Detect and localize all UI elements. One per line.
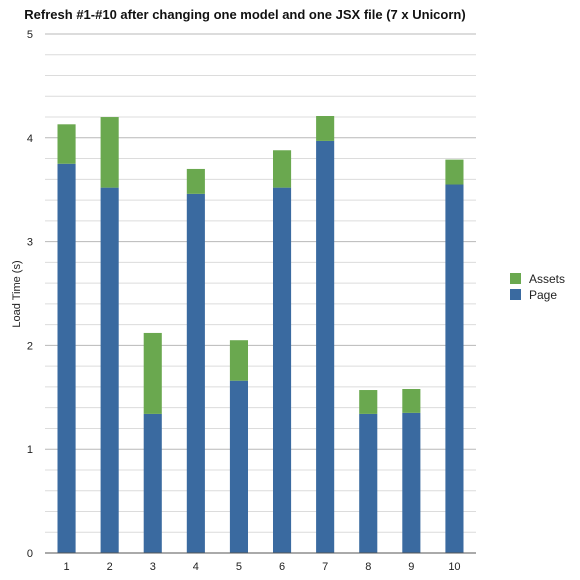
bar-page-3 — [143, 413, 162, 553]
x-tick-label: 1 — [63, 561, 69, 573]
bar-assets-3 — [143, 332, 162, 414]
bar-page-7 — [316, 140, 335, 553]
y-axis-label: Load Time (s) — [11, 260, 23, 327]
bar-assets-7 — [316, 116, 335, 141]
bars — [57, 116, 464, 554]
bar-page-4 — [186, 193, 205, 554]
axes: 0 1 2 3 4 5 1 2 3 4 5 6 7 8 9 10 — [27, 29, 476, 573]
bar-assets-1 — [57, 124, 76, 164]
x-tick-label: 5 — [236, 561, 242, 573]
y-tick-label: 0 — [27, 548, 33, 560]
bar-page-9 — [402, 412, 421, 553]
x-tick-label: 3 — [150, 561, 156, 573]
bar-assets-5 — [229, 340, 249, 381]
x-tick-label: 2 — [107, 561, 113, 573]
legend-label-page: Page — [529, 288, 557, 302]
x-tick-label: 6 — [279, 561, 285, 573]
x-tick-label: 8 — [365, 561, 371, 573]
legend-label-assets: Assets — [529, 272, 565, 286]
legend-swatch-assets — [510, 273, 521, 284]
x-tick-label: 10 — [448, 561, 460, 573]
bar-page-1 — [57, 163, 76, 553]
bar-page-5 — [229, 380, 249, 553]
bar-assets-9 — [402, 388, 421, 413]
chart-title: Refresh #1-#10 after changing one model … — [24, 7, 465, 22]
bar-page-6 — [272, 187, 292, 553]
legend-swatch-page — [510, 289, 521, 300]
y-tick-label: 5 — [27, 29, 33, 41]
y-tick-label: 1 — [27, 444, 33, 456]
y-tick-label: 2 — [27, 340, 33, 352]
bar-assets-4 — [186, 168, 205, 194]
bar-assets-6 — [272, 150, 292, 188]
y-tick-label: 4 — [27, 133, 33, 145]
x-tick-label: 7 — [322, 561, 328, 573]
x-tick-label: 4 — [193, 561, 199, 573]
bar-assets-10 — [445, 159, 464, 185]
bar-page-8 — [359, 413, 378, 553]
bar-assets-8 — [359, 390, 378, 414]
bar-page-10 — [445, 184, 464, 553]
y-tick-label: 3 — [27, 237, 33, 249]
bar-assets-2 — [100, 117, 119, 188]
x-tick-label: 9 — [408, 561, 414, 573]
bar-page-2 — [100, 187, 119, 553]
legend: Assets Page — [510, 272, 565, 302]
